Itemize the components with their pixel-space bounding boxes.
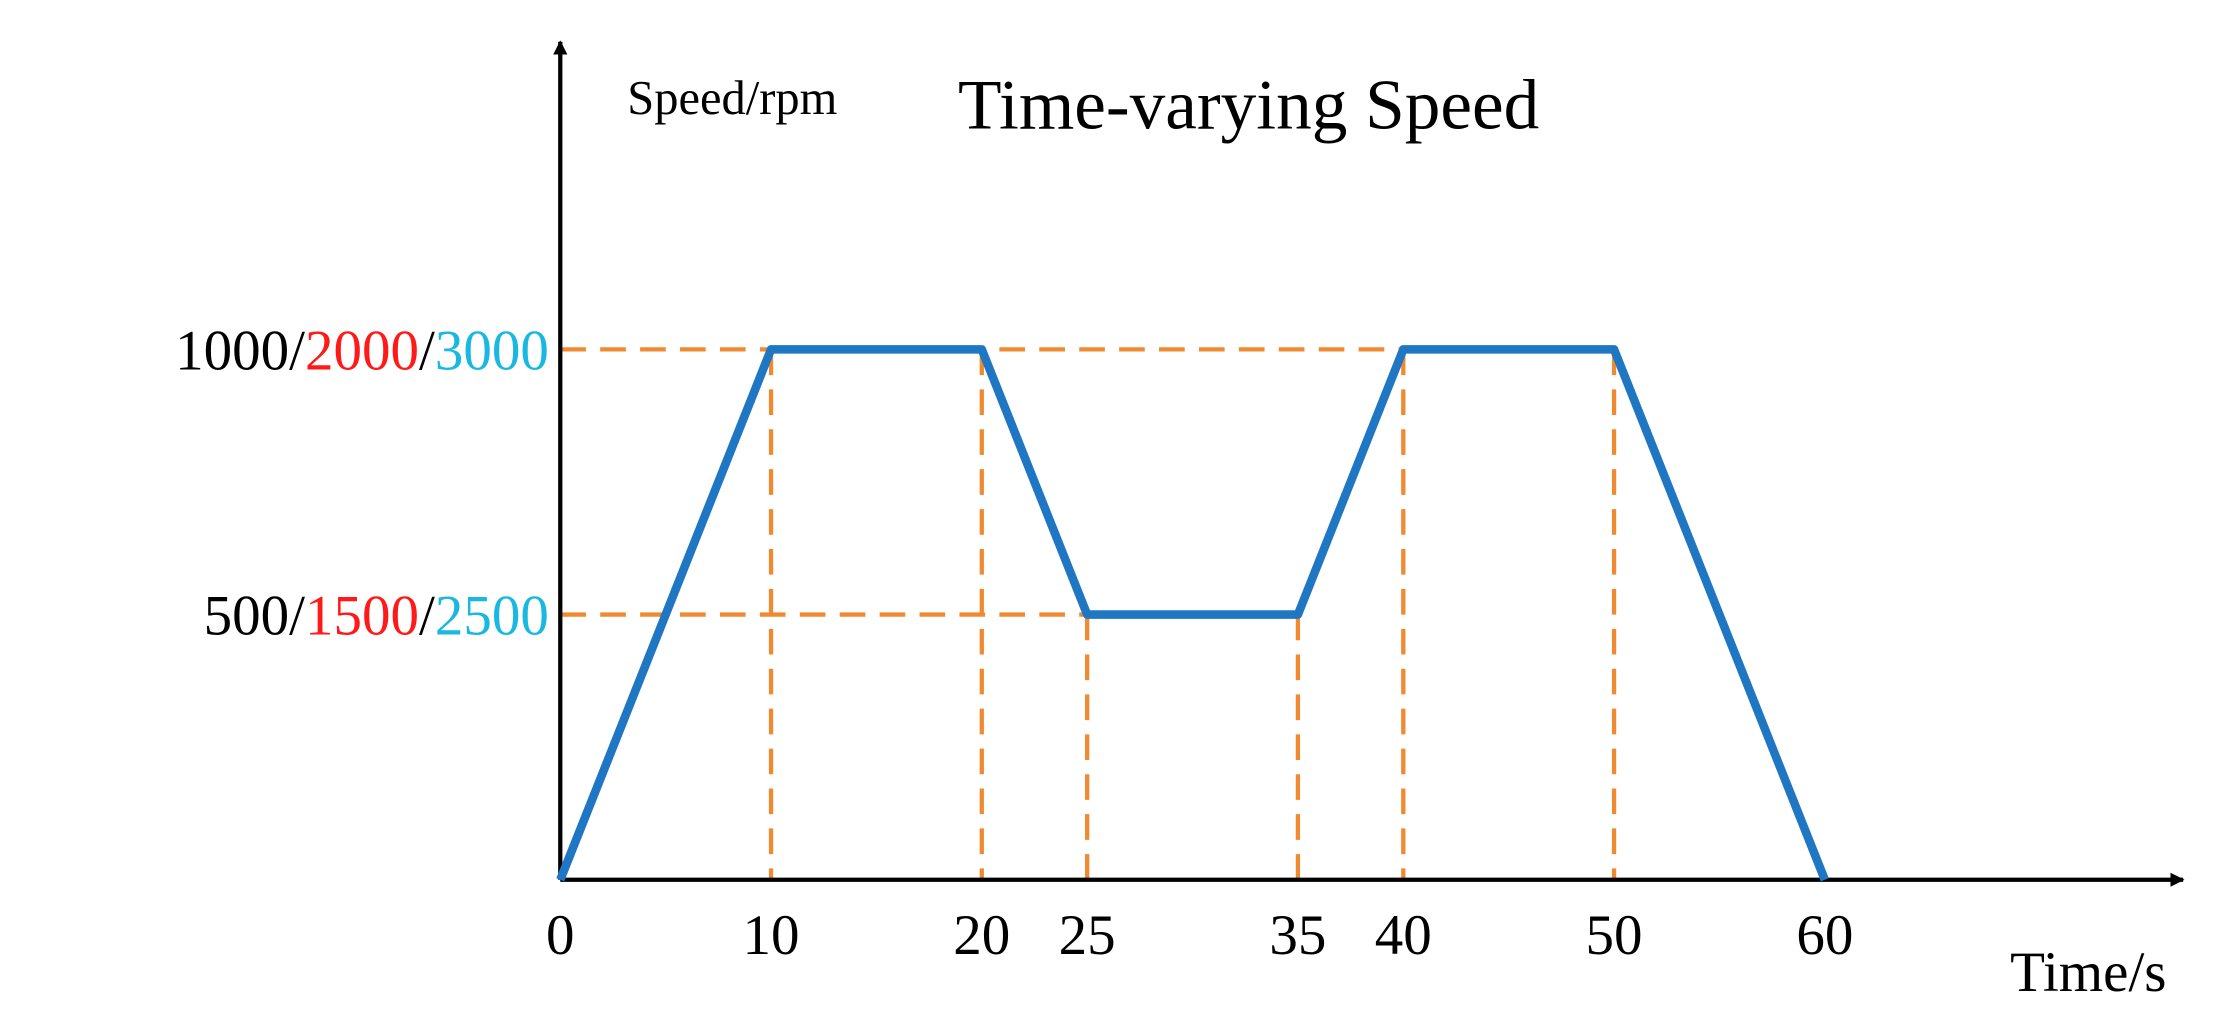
y-tick-label-part: / [419, 319, 435, 382]
x-tick-label: 20 [953, 904, 1010, 967]
y-tick-label-part: 3000 [435, 319, 549, 382]
y-tick-label-part: 500 [204, 585, 290, 648]
y-tick-label: 500/1500/2500 [204, 585, 549, 648]
x-tick-label: 0 [546, 904, 575, 967]
x-tick-label: 50 [1586, 904, 1643, 967]
y-tick-label-part: 1000 [175, 319, 289, 382]
y-tick-label-part: 1500 [305, 585, 419, 648]
chart-title: Time-varying Speed [958, 65, 1539, 144]
y-tick-label-part: / [289, 585, 305, 648]
y-axis-label: Speed/rpm [627, 72, 837, 125]
y-tick-label-part: 2500 [435, 585, 549, 648]
x-tick-label: 40 [1375, 904, 1432, 967]
y-tick-label-part: / [419, 585, 435, 648]
x-tick-label: 10 [743, 904, 800, 967]
x-tick-label: 60 [1796, 904, 1853, 967]
speed-line [556, 345, 1829, 882]
x-tick-label: 25 [1059, 904, 1116, 967]
x-tick-label: 35 [1269, 904, 1326, 967]
y-tick-label-part: 2000 [305, 319, 419, 382]
y-tick-label: 1000/2000/3000 [175, 319, 549, 382]
y-tick-label-part: / [289, 319, 305, 382]
x-axis-label: Time/s [2010, 941, 2166, 1004]
